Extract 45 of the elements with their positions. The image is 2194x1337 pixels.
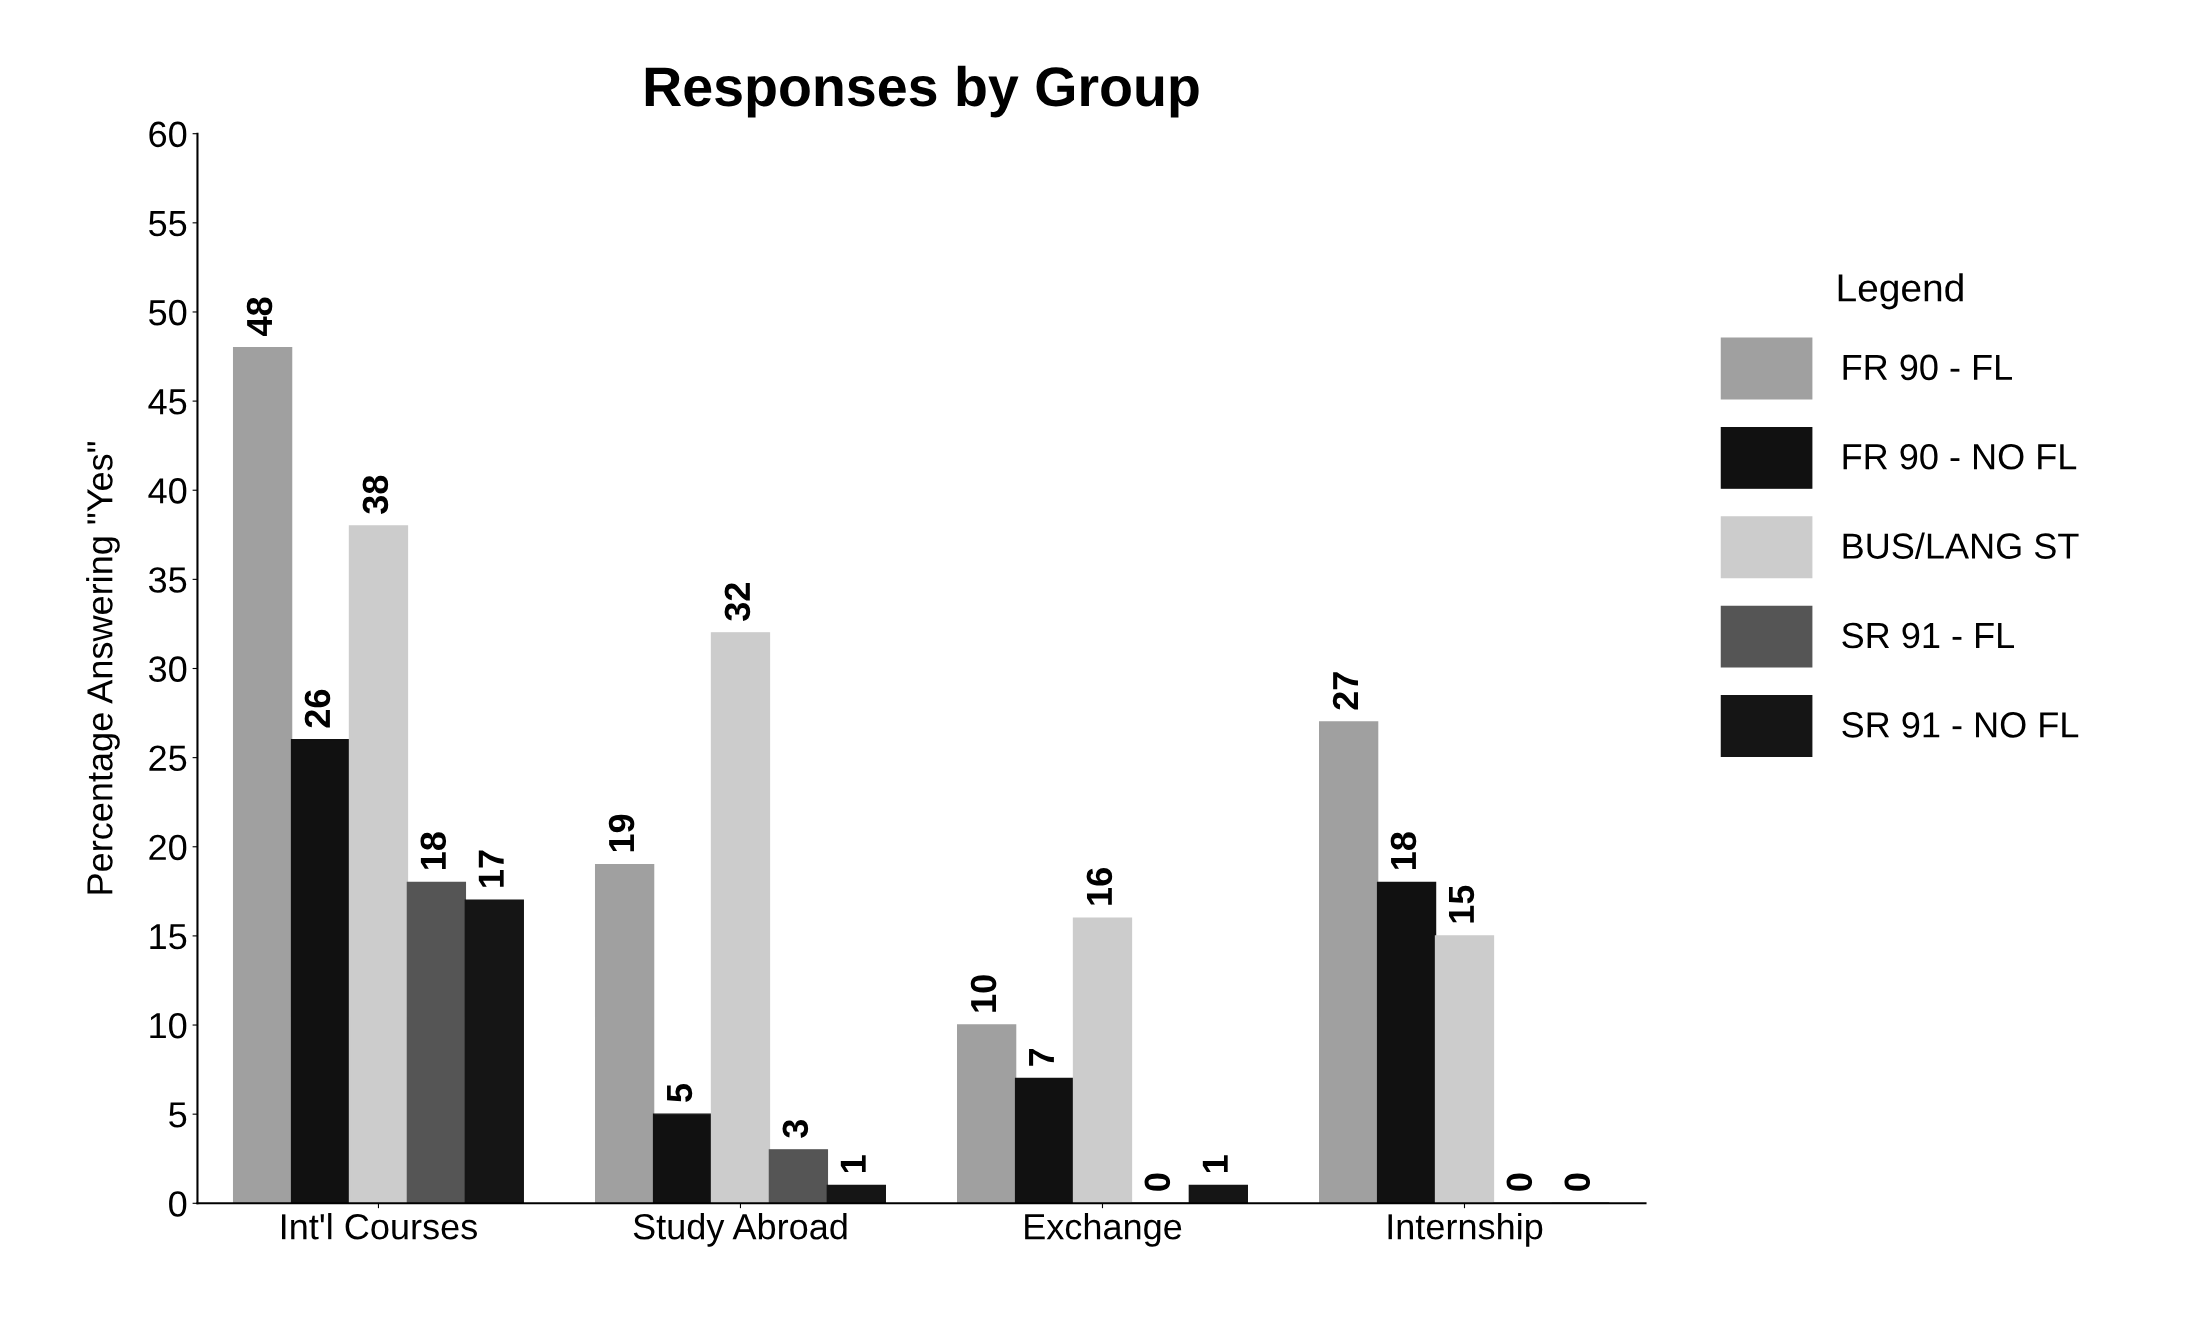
data-label: 18 xyxy=(420,832,447,870)
y-tick-label: 50 xyxy=(149,299,187,326)
y-tick-label: 10 xyxy=(150,1012,187,1039)
chart-title: Responses by Group xyxy=(645,65,1199,118)
x-tick-label: Int'l Courses xyxy=(282,1213,477,1240)
data-label: 10 xyxy=(970,975,997,1012)
legend-title: Legend xyxy=(1838,273,1963,310)
data-label: 15 xyxy=(1448,885,1475,923)
y-tick-label: 60 xyxy=(149,121,187,148)
y-tick-label: 30 xyxy=(148,656,187,682)
data-label: 17 xyxy=(478,850,504,887)
y-tick-label: 15 xyxy=(150,924,187,950)
y-tick-label: 55 xyxy=(149,211,187,237)
data-label: 26 xyxy=(304,689,331,728)
data-label: 16 xyxy=(1086,868,1113,905)
legend-label: SR 91 - FL xyxy=(1842,622,2015,649)
x-tick-label: Internship xyxy=(1388,1213,1543,1247)
data-label: 19 xyxy=(608,814,635,852)
data-label: 5 xyxy=(667,1083,693,1102)
data-label: 7 xyxy=(1029,1048,1054,1066)
data-label: 3 xyxy=(782,1119,809,1138)
legend-label: SR 91 - NO FL xyxy=(1842,712,2079,738)
data-label: 0 xyxy=(1506,1173,1533,1191)
y-tick-label: 5 xyxy=(169,1102,187,1128)
data-label: 38 xyxy=(362,475,389,514)
y-tick-label: 0 xyxy=(169,1191,187,1217)
data-label: 18 xyxy=(1390,832,1417,870)
legend-label: FR 90 - NO FL xyxy=(1843,443,2077,470)
data-label: 1 xyxy=(1202,1155,1228,1173)
data-label: 48 xyxy=(246,297,273,336)
y-tick-label: 45 xyxy=(148,389,187,415)
data-label: 0 xyxy=(1144,1173,1171,1191)
x-tick-label: Study Abroad xyxy=(633,1213,847,1247)
data-label: 0 xyxy=(1564,1173,1591,1191)
data-label: 32 xyxy=(724,583,751,621)
legend-label: BUS/LANG ST xyxy=(1843,532,2079,559)
y-tick-label: 20 xyxy=(149,834,187,861)
y-tick-label: 35 xyxy=(148,567,187,593)
y-tick-label: 40 xyxy=(148,478,187,504)
y-axis-title: Percentage Answering "Yes" xyxy=(86,442,120,894)
data-label: 1 xyxy=(840,1155,866,1173)
y-tick-label: 25 xyxy=(149,745,187,772)
x-tick-label: Exchange xyxy=(1025,1213,1182,1247)
legend-label: FR 90 - FL xyxy=(1843,354,2012,381)
data-label: 27 xyxy=(1332,672,1358,710)
